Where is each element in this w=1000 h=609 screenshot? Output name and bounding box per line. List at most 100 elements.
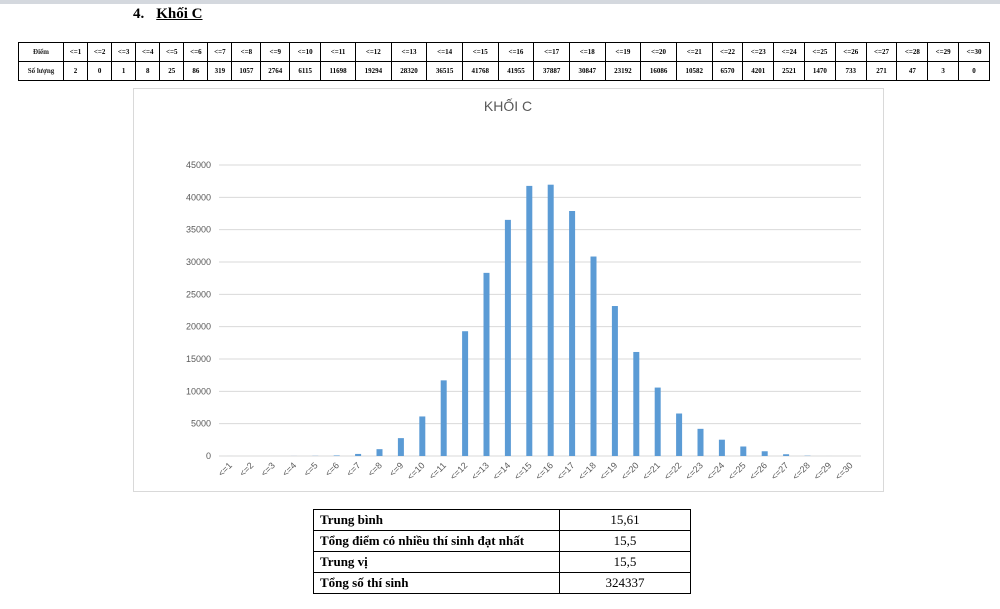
summary-cell: Tổng điểm có nhiều thí sinh đạt nhất xyxy=(313,530,560,552)
y-tick-label: 45000 xyxy=(186,160,211,170)
bar xyxy=(440,380,447,456)
count-cell: 0 xyxy=(958,61,990,81)
header-cell: Điểm xyxy=(18,42,64,62)
count-cell: 1470 xyxy=(804,61,836,81)
x-tick-label: <=8 xyxy=(366,460,384,478)
x-tick-label: <=4 xyxy=(280,460,298,478)
summary-row: Tổng điểm có nhiều thí sinh đạt nhất 15,5 xyxy=(313,530,691,552)
x-tick-label: <=13 xyxy=(469,460,491,482)
header-cell: <=18 xyxy=(568,42,606,62)
summary-row: Tổng số thí sinh 324337 xyxy=(313,572,691,594)
count-cell: 4201 xyxy=(742,61,775,81)
bar xyxy=(676,413,683,456)
bar xyxy=(526,185,533,456)
header-cell: <=30 xyxy=(958,42,990,62)
bar xyxy=(697,428,704,456)
x-tick-label: <=20 xyxy=(619,460,641,482)
x-tick-label: <=16 xyxy=(534,460,556,482)
y-tick-label: 30000 xyxy=(186,257,211,267)
chart-title: KHỐI C xyxy=(484,97,532,114)
header-cell: <=22 xyxy=(711,42,744,62)
bar xyxy=(740,446,747,456)
count-cell: 2521 xyxy=(773,61,805,81)
heading: 4. Khối C xyxy=(133,6,203,23)
bar xyxy=(783,454,790,456)
count-cell: 30847 xyxy=(568,61,606,81)
summary-cell: 15,5 xyxy=(559,530,691,552)
count-cell: 86 xyxy=(183,61,209,81)
bar xyxy=(419,416,426,456)
bar xyxy=(504,219,511,456)
x-tick-label: <=18 xyxy=(576,460,598,482)
header-cell: <=8 xyxy=(231,42,262,62)
count-cell: Số lượng xyxy=(18,61,64,81)
summary-cell: 15,5 xyxy=(559,551,691,573)
summary-row: Trung vị 15,5 xyxy=(313,551,691,573)
y-tick-label: 20000 xyxy=(186,322,211,332)
summary-cell: Tổng số thí sinh xyxy=(313,572,560,594)
header-cell: <=29 xyxy=(927,42,960,62)
header-cell: <=25 xyxy=(804,42,836,62)
bar xyxy=(547,184,554,456)
bar xyxy=(633,351,640,456)
x-tick-label: <=10 xyxy=(405,460,427,482)
bar xyxy=(718,439,725,456)
y-tick-label: 0 xyxy=(206,451,211,461)
distribution-table: Điểm <=1 <=2 <=3 <=4 <=5 <=6 <=7 <=8 <=9 <=10 <=11 <… xyxy=(18,42,990,81)
header-cell: <=16 xyxy=(497,42,535,62)
bar xyxy=(397,438,404,456)
header-cell: <=11 xyxy=(320,42,356,62)
header-cell: <=21 xyxy=(675,42,713,62)
x-tick-label: <=2 xyxy=(237,460,255,478)
x-tick-label: <=27 xyxy=(769,460,791,482)
count-cell: 6570 xyxy=(711,61,744,81)
header-cell: <=23 xyxy=(742,42,775,62)
header-cell: <=26 xyxy=(834,42,867,62)
count-cell: 16086 xyxy=(640,61,677,81)
x-tick-label: <=1 xyxy=(216,460,234,478)
x-tick-label: <=21 xyxy=(641,460,663,482)
bar xyxy=(761,451,768,456)
count-cell: 271 xyxy=(865,61,898,81)
x-tick-label: <=19 xyxy=(598,460,620,482)
x-tick-label: <=22 xyxy=(662,460,684,482)
count-cell: 8 xyxy=(135,61,161,81)
x-tick-label: <=5 xyxy=(302,460,320,478)
count-cell: 319 xyxy=(207,61,233,81)
header-cell: <=2 xyxy=(87,42,113,62)
header-cell: <=17 xyxy=(533,42,570,62)
x-tick-label: <=23 xyxy=(683,460,705,482)
header-cell: <=15 xyxy=(461,42,499,62)
header-cell: <=13 xyxy=(390,42,428,62)
x-tick-label: <=3 xyxy=(259,460,277,478)
summary-table: Trung bình 15,61 Tổng điểm có nhiều thí si… xyxy=(313,509,691,594)
count-cell: 25 xyxy=(159,61,185,81)
summary-cell: 324337 xyxy=(559,572,691,594)
y-tick-label: 10000 xyxy=(186,386,211,396)
x-tick-label: <=30 xyxy=(833,460,855,482)
bar xyxy=(654,387,661,456)
bar xyxy=(569,210,576,456)
bar xyxy=(590,256,597,456)
count-cell: 2 xyxy=(62,61,89,81)
header-cell: <=14 xyxy=(426,42,463,62)
count-cell: 19294 xyxy=(355,61,392,81)
summary-row: Trung bình 15,61 xyxy=(313,509,691,531)
count-cell: 2764 xyxy=(260,61,291,81)
count-cell: 10582 xyxy=(675,61,713,81)
bar xyxy=(376,449,383,456)
y-tick-label: 15000 xyxy=(186,354,211,364)
bar xyxy=(333,455,340,456)
heading-number: 4. xyxy=(133,6,145,22)
x-tick-label: <=28 xyxy=(790,460,812,482)
header-cell: <=5 xyxy=(159,42,185,62)
bar xyxy=(611,306,618,456)
x-tick-label: <=11 xyxy=(427,460,448,481)
count-cell: 37887 xyxy=(533,61,570,81)
count-cell: 6115 xyxy=(289,61,322,81)
count-cell: 733 xyxy=(834,61,867,81)
count-cell: 41955 xyxy=(497,61,535,81)
count-cell: 23192 xyxy=(604,61,642,81)
count-cell: 3 xyxy=(927,61,960,81)
